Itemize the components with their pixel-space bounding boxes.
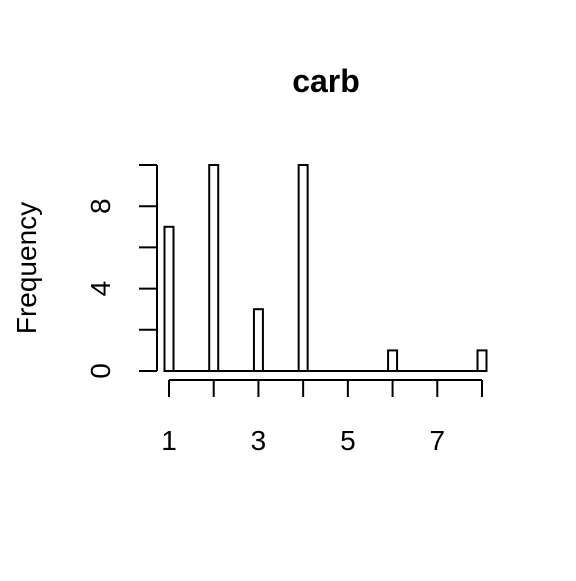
bar — [208, 164, 220, 372]
bar — [387, 349, 399, 372]
bar — [297, 164, 309, 372]
chart-title: carb — [292, 63, 360, 99]
y-axis: 0 4 8 — [85, 164, 158, 379]
y-tick-label: 8 — [85, 198, 116, 214]
y-axis-label: Frequency — [11, 202, 42, 334]
x-tick-label: 3 — [251, 425, 267, 456]
bar — [163, 225, 175, 372]
bar — [252, 308, 264, 373]
x-tick-label: 5 — [340, 425, 356, 456]
x-axis: 1 3 5 7 — [161, 379, 483, 456]
x-tick-label: 1 — [161, 425, 177, 456]
bars-group — [163, 164, 488, 373]
bar — [476, 349, 488, 372]
y-tick-label: 4 — [85, 281, 116, 297]
x-tick-label: 7 — [429, 425, 445, 456]
y-tick-label: 0 — [85, 363, 116, 379]
